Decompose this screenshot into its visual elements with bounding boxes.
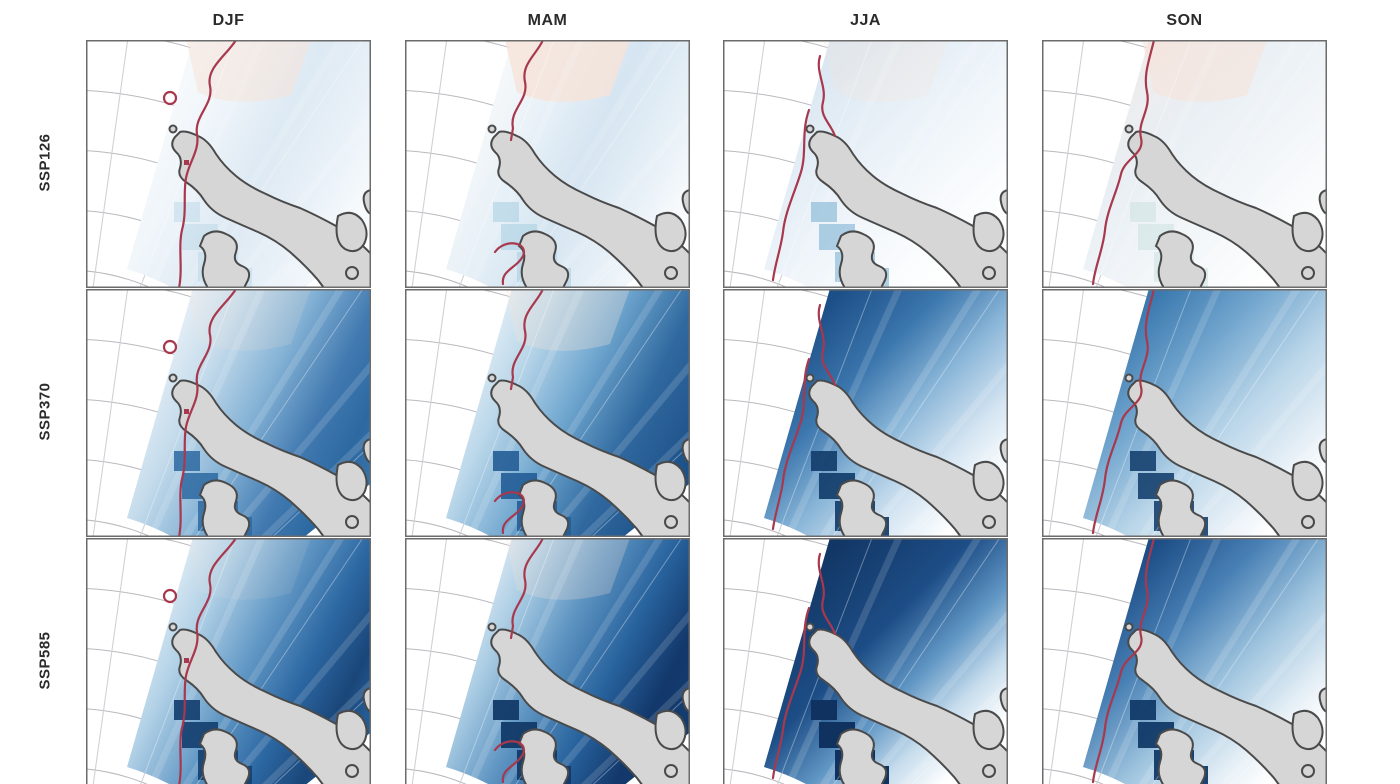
panel-SSP126-SON [1042, 40, 1327, 288]
panel-SSP370-MAM [405, 289, 690, 537]
panel-SSP585-MAM [405, 538, 690, 784]
row-label-ssp370: SSP370 [36, 382, 54, 441]
panel-SSP370-JJA [723, 289, 1008, 537]
panel-SSP370-DJF [86, 289, 371, 537]
column-header-djf: DJF [212, 12, 245, 29]
panel-SSP585-DJF [86, 538, 371, 784]
panel-SSP126-MAM [405, 40, 690, 288]
panel-SSP370-SON [1042, 289, 1327, 537]
row-label-ssp585: SSP585 [36, 631, 54, 690]
panel-SSP585-JJA [723, 538, 1008, 784]
panel-SSP585-SON [1042, 538, 1327, 784]
panel-SSP126-DJF [86, 40, 371, 288]
panel-SSP126-JJA [723, 40, 1008, 288]
column-header-jja: JJA [850, 12, 881, 29]
column-header-son: SON [1166, 12, 1203, 29]
row-label-ssp126: SSP126 [36, 133, 54, 192]
column-header-mam: MAM [527, 12, 568, 29]
